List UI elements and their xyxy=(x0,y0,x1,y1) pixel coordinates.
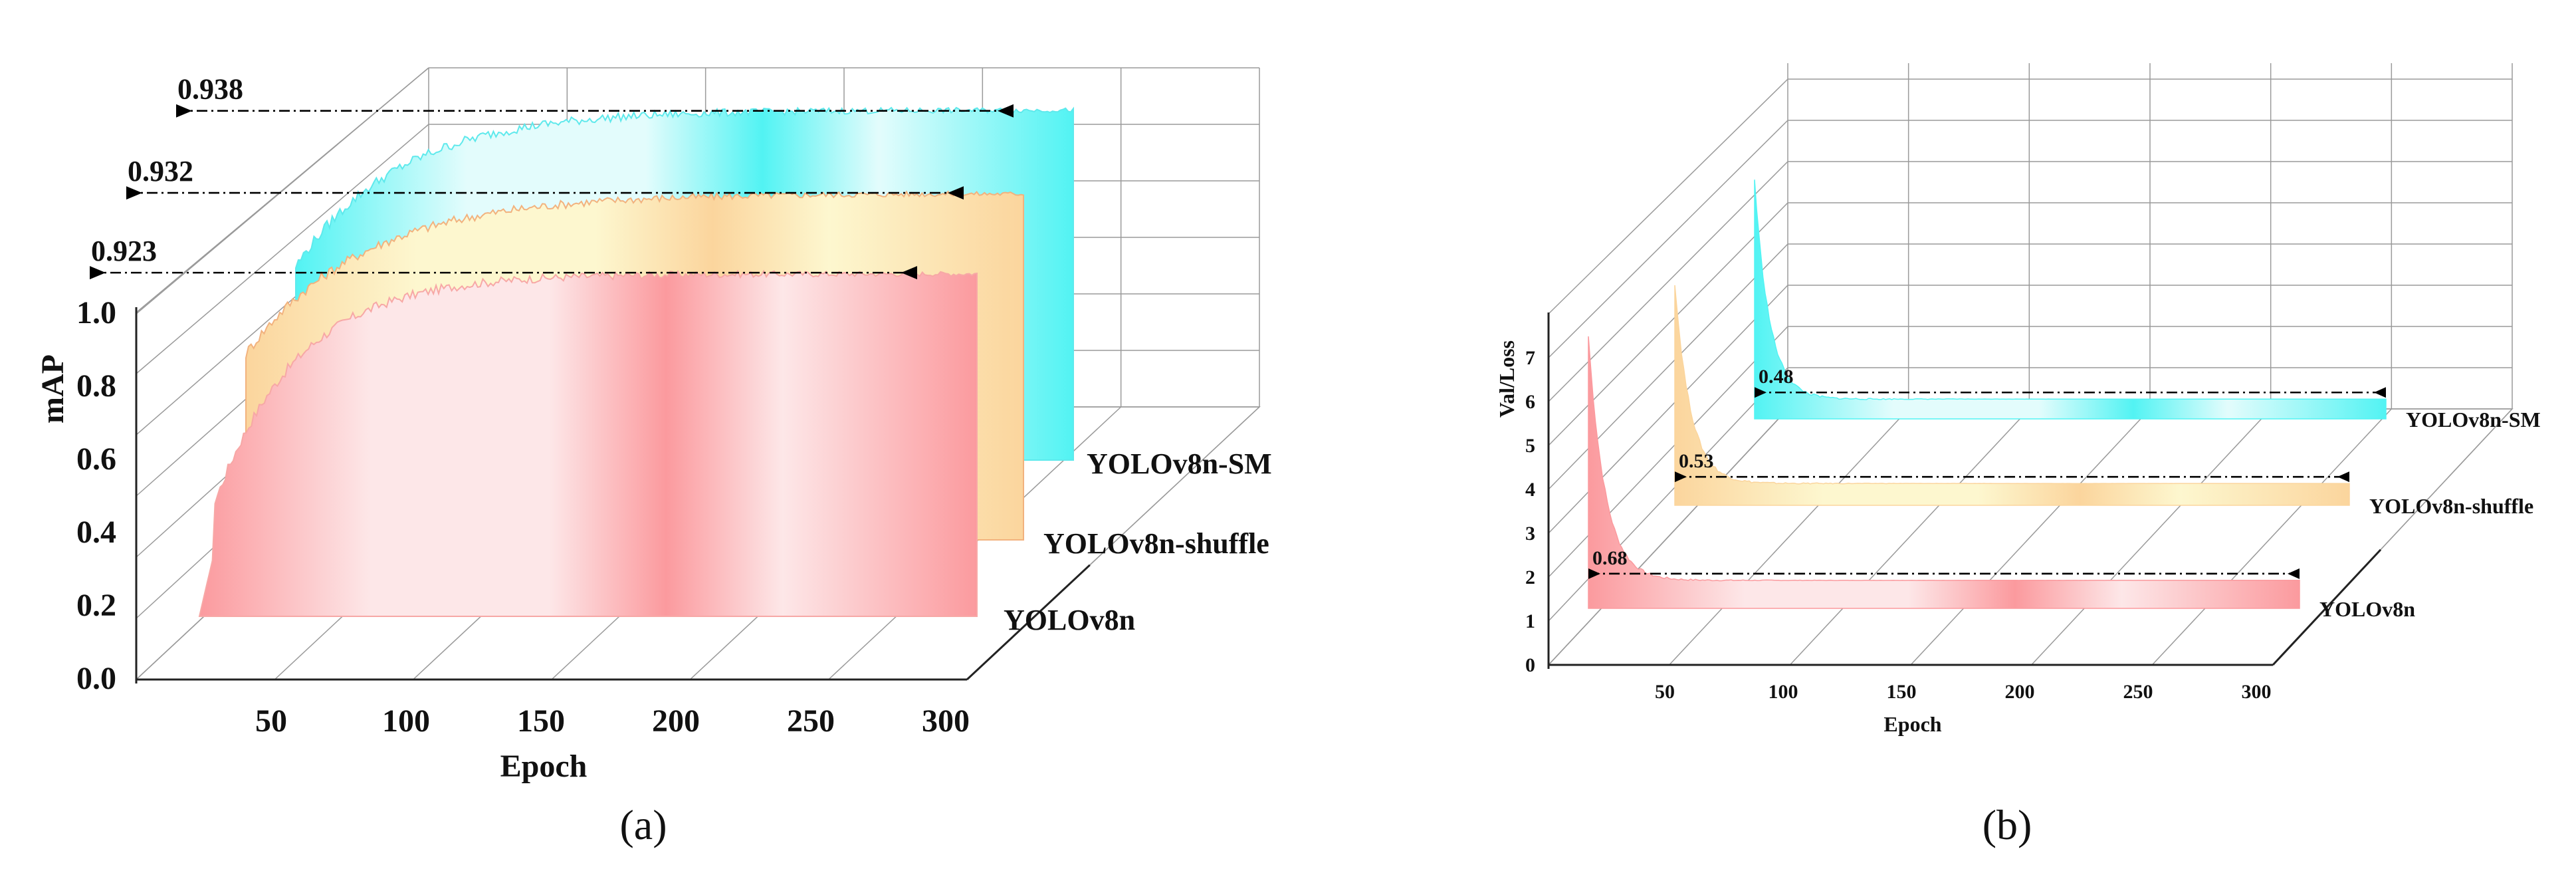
chart-b-arrow-left xyxy=(1675,471,1687,483)
chart-a: 0.938 YOLOv8n-SM 0.932 YOLOv8n-shuffle 0.923… xyxy=(35,67,1272,848)
chart-b-caption: (b) xyxy=(1983,801,2032,848)
chart-a-z-axis xyxy=(966,564,1091,681)
chart-b-xtick: 300 xyxy=(2242,681,2272,703)
chart-b-ytick: 1 xyxy=(1525,610,1535,632)
chart-a-arrow-right xyxy=(948,186,964,200)
chart-b-left-gridline xyxy=(1548,408,1788,666)
chart-a-xtick: 250 xyxy=(787,703,835,739)
chart-b-arrow-right xyxy=(2337,471,2349,483)
chart-a-arrow-left xyxy=(90,266,106,280)
chart-b-floor-gridline xyxy=(1910,408,2151,666)
chart-b-series-label-YOLOv8n-shuffle: YOLOv8n-shuffle xyxy=(2369,494,2533,518)
chart-a-series-label-YOLOv8n: YOLOv8n xyxy=(1004,604,1135,636)
chart-a-ytick: 1.0 xyxy=(76,295,116,330)
chart-b-ytick: 0 xyxy=(1525,654,1535,676)
chart-b-final-label-YOLOv8n-shuffle: 0.53 xyxy=(1679,450,1714,472)
chart-b-series-area-YOLOv8n-SM xyxy=(1754,180,2387,420)
chart-a-series-label-YOLOv8n-SM: YOLOv8n-SM xyxy=(1087,447,1272,480)
chart-a-ylabel: mAP xyxy=(35,354,70,424)
chart-a-xtick: 150 xyxy=(517,703,565,739)
chart-b-xtick: 100 xyxy=(1769,681,1798,703)
chart-b-series-area-YOLOv8n-shuffle xyxy=(1674,285,2350,506)
chart-a-arrow-right xyxy=(998,104,1014,118)
chart-b-left-gridline xyxy=(1548,161,1788,402)
chart-b-arrow-left xyxy=(1755,387,1767,398)
chart-a-arrow-right xyxy=(901,266,917,280)
chart-b-xtick: 50 xyxy=(1655,681,1675,703)
chart-b-floor-gridline xyxy=(1669,408,1909,666)
chart-b-floor-gridline xyxy=(2151,408,2392,666)
chart-a-xtick: 300 xyxy=(922,703,970,739)
chart-a-ytick: 0.2 xyxy=(76,588,116,623)
chart-b-xtick: 200 xyxy=(2005,681,2035,703)
chart-a-caption: (a) xyxy=(619,801,667,848)
chart-b-left-gridline xyxy=(1548,326,1788,578)
chart-a-ytick: 0.0 xyxy=(76,661,116,696)
chart-b-floor-gridline xyxy=(1789,408,2030,666)
chart-b-xtick: 150 xyxy=(1887,681,1917,703)
chart-b-ytick: 7 xyxy=(1525,347,1535,369)
chart-b-ytick: 6 xyxy=(1525,391,1535,413)
chart-b-arrow-left xyxy=(1588,568,1600,579)
chart-b-final-label-YOLOv8n-SM: 0.48 xyxy=(1759,366,1794,388)
chart-a-left-gridline xyxy=(136,124,429,374)
chart-a-final-label-YOLOv8n-shuffle: 0.932 xyxy=(128,155,193,187)
chart-b-ylabel: Val/Loss xyxy=(1495,340,1519,418)
chart-b-arrow-right xyxy=(2288,568,2300,579)
chart-a-xtick: 200 xyxy=(652,703,700,739)
chart-b-ytick: 4 xyxy=(1525,479,1535,501)
chart-a-left-gridline xyxy=(136,67,429,314)
chart-a-final-label-YOLOv8n: 0.923 xyxy=(91,235,157,267)
chart-b: 0.48 YOLOv8n-SM 0.53 YOLOv8n-shuffle 0.68 YOL… xyxy=(1495,63,2541,848)
chart-a-series-label-YOLOv8n-shuffle: YOLOv8n-shuffle xyxy=(1043,527,1269,560)
chart-a-xlabel: Epoch xyxy=(500,749,588,784)
chart-b-series-area-YOLOv8n xyxy=(1588,336,2300,609)
chart-b-final-label-YOLOv8n: 0.68 xyxy=(1592,547,1628,569)
chart-b-series-label-YOLOv8n: YOLOv8n xyxy=(2319,597,2415,621)
chart-a-ytick: 0.6 xyxy=(76,441,116,477)
chart-b-left-gridline xyxy=(1548,243,1788,490)
chart-b-series-label-YOLOv8n-SM: YOLOv8n-SM xyxy=(2406,408,2541,432)
chart-b-xtick: 250 xyxy=(2123,681,2153,703)
chart-a-arrow-left xyxy=(126,186,142,200)
chart-b-floor-gridline xyxy=(2031,408,2272,666)
chart-a-arrow-left xyxy=(176,104,192,118)
chart-b-left-gridline xyxy=(1548,120,1788,358)
chart-a-xtick: 50 xyxy=(255,703,287,739)
chart-b-xlabel: Epoch xyxy=(1883,712,1941,736)
chart-a-final-label-YOLOv8n-SM: 0.938 xyxy=(177,73,243,106)
chart-a-ytick: 0.8 xyxy=(76,368,116,404)
chart-b-left-gridline xyxy=(1548,78,1788,314)
chart-b-arrow-right xyxy=(2374,387,2386,398)
chart-a-series-area-YOLOv8n xyxy=(198,269,978,617)
chart-b-z-axis xyxy=(2272,549,2382,666)
chart-a-xtick: 100 xyxy=(382,703,430,739)
chart-b-ytick: 5 xyxy=(1525,435,1535,457)
chart-b-ytick: 3 xyxy=(1525,523,1535,545)
chart-b-ytick: 2 xyxy=(1525,566,1535,588)
chart-a-ytick: 0.4 xyxy=(76,515,116,550)
